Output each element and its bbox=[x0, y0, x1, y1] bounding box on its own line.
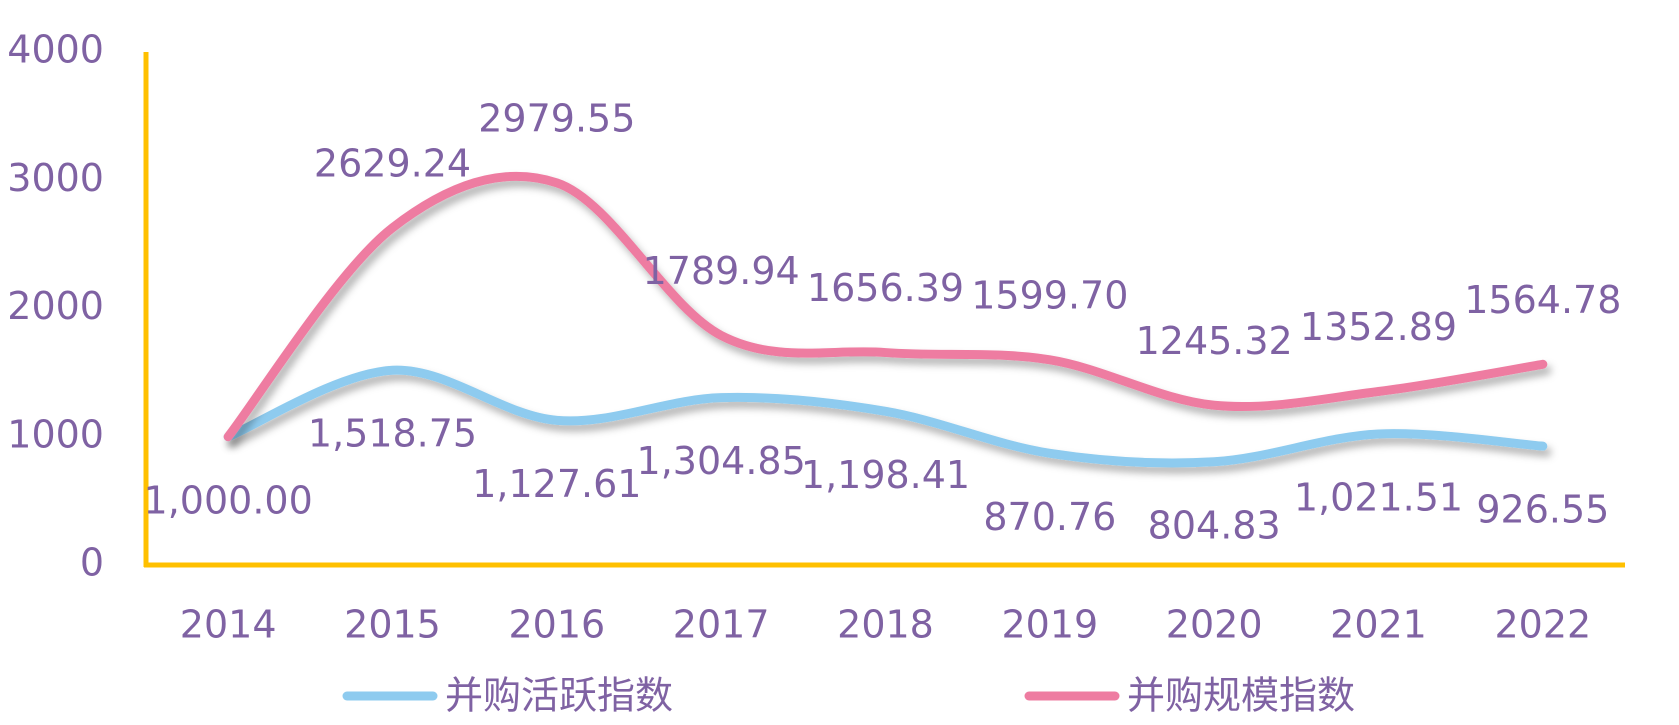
data-label: 1,198.41 bbox=[801, 453, 970, 497]
data-label: 1656.39 bbox=[807, 266, 964, 310]
data-label: 2979.55 bbox=[478, 96, 635, 140]
data-label: 1,021.51 bbox=[1294, 475, 1463, 519]
data-label: 1352.89 bbox=[1300, 305, 1457, 349]
data-label: 1564.78 bbox=[1464, 278, 1621, 322]
legend-label: 并购规模指数 bbox=[1127, 674, 1355, 718]
x-tick-label: 2020 bbox=[1166, 603, 1263, 647]
data-label: 1,304.85 bbox=[637, 439, 806, 483]
data-label: 926.55 bbox=[1476, 488, 1609, 532]
x-tick-label: 2022 bbox=[1494, 603, 1591, 647]
x-tick-label: 2021 bbox=[1330, 603, 1427, 647]
y-tick-label: 1000 bbox=[7, 412, 104, 456]
data-label: 1,127.61 bbox=[472, 462, 641, 506]
data-label: 870.76 bbox=[983, 495, 1116, 539]
y-tick-label: 4000 bbox=[7, 28, 104, 72]
x-tick-label: 2015 bbox=[344, 603, 441, 647]
data-label: 1,000.00 bbox=[144, 478, 313, 522]
data-label: 1599.70 bbox=[971, 273, 1128, 317]
x-tick-label: 2019 bbox=[1001, 603, 1098, 647]
data-label: 1,518.75 bbox=[308, 412, 477, 456]
data-label: 804.83 bbox=[1148, 503, 1281, 547]
y-tick-label: 0 bbox=[80, 541, 104, 585]
legend-label: 并购活跃指数 bbox=[445, 674, 673, 718]
x-tick-label: 2014 bbox=[180, 603, 277, 647]
data-label: 1789.94 bbox=[643, 249, 800, 293]
data-label: 1245.32 bbox=[1136, 319, 1293, 363]
line bbox=[223, 365, 1548, 468]
x-tick-label: 2016 bbox=[508, 603, 605, 647]
y-tick-label: 3000 bbox=[7, 156, 104, 200]
data-label: 2629.24 bbox=[314, 141, 471, 185]
x-tick-label: 2017 bbox=[673, 603, 770, 647]
line bbox=[223, 171, 1548, 442]
x-tick-label: 2018 bbox=[837, 603, 934, 647]
y-tick-label: 2000 bbox=[7, 284, 104, 328]
